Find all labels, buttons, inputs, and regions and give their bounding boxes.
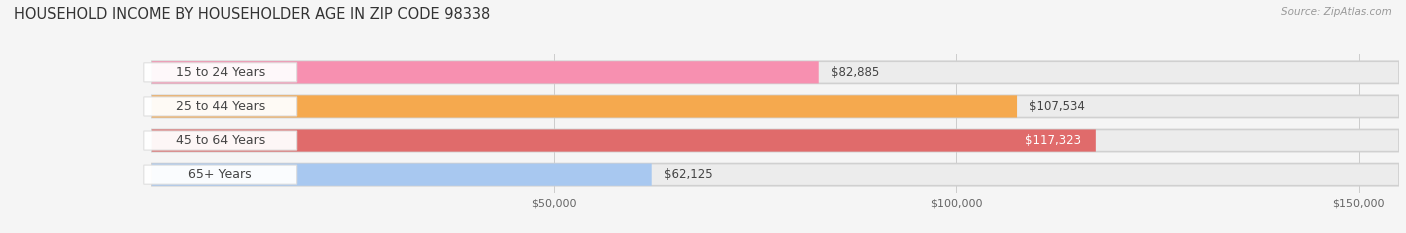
FancyBboxPatch shape <box>152 61 818 83</box>
Text: 45 to 64 Years: 45 to 64 Years <box>176 134 264 147</box>
FancyBboxPatch shape <box>143 131 297 150</box>
FancyBboxPatch shape <box>152 130 1095 152</box>
FancyBboxPatch shape <box>152 130 1399 152</box>
Text: $62,125: $62,125 <box>664 168 713 181</box>
Text: $117,323: $117,323 <box>1025 134 1081 147</box>
Text: 65+ Years: 65+ Years <box>188 168 252 181</box>
FancyBboxPatch shape <box>152 61 1399 83</box>
FancyBboxPatch shape <box>152 164 652 186</box>
Text: 25 to 44 Years: 25 to 44 Years <box>176 100 264 113</box>
FancyBboxPatch shape <box>152 95 1399 117</box>
Text: $82,885: $82,885 <box>831 66 879 79</box>
FancyBboxPatch shape <box>143 63 297 82</box>
Text: $107,534: $107,534 <box>1029 100 1085 113</box>
FancyBboxPatch shape <box>152 164 1399 186</box>
Text: 15 to 24 Years: 15 to 24 Years <box>176 66 264 79</box>
FancyBboxPatch shape <box>152 95 1017 117</box>
FancyBboxPatch shape <box>143 97 297 116</box>
FancyBboxPatch shape <box>143 165 297 184</box>
Text: Source: ZipAtlas.com: Source: ZipAtlas.com <box>1281 7 1392 17</box>
Text: HOUSEHOLD INCOME BY HOUSEHOLDER AGE IN ZIP CODE 98338: HOUSEHOLD INCOME BY HOUSEHOLDER AGE IN Z… <box>14 7 491 22</box>
